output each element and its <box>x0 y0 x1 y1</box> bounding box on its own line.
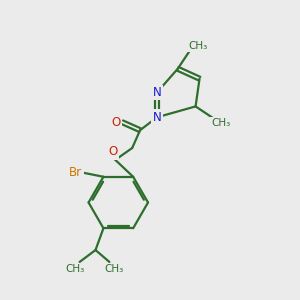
Text: N: N <box>153 86 161 99</box>
Text: CH₃: CH₃ <box>65 264 84 274</box>
Text: Br: Br <box>69 166 82 179</box>
Text: CH₃: CH₃ <box>212 118 231 128</box>
Text: O: O <box>109 146 118 158</box>
Text: O: O <box>112 116 121 129</box>
Text: N: N <box>153 111 161 124</box>
Text: CH₃: CH₃ <box>105 264 124 274</box>
Text: CH₃: CH₃ <box>188 41 207 51</box>
